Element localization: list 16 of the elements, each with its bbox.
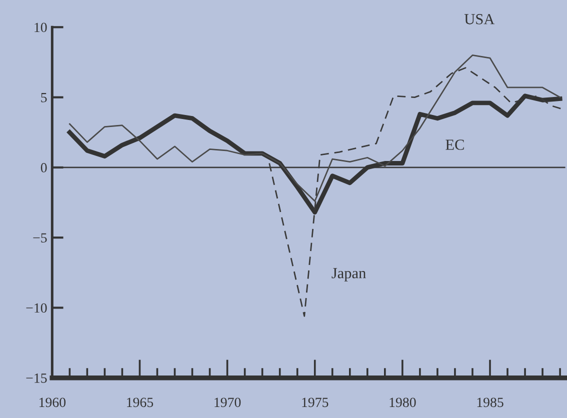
line-series [68,54,561,202]
text: USA [464,14,495,24]
x-tick-label: 1980 [390,398,416,408]
y-tick-label: −15 [26,374,47,383]
y-tick-label: 5 [41,93,47,102]
y-tick-label: −5 [33,233,47,243]
x-tick-label: 1970 [214,398,241,408]
x-tick-label: 1985 [477,398,504,408]
y-tick-label: 0 [40,163,47,172]
series-label: EC [446,140,464,150]
y-tick-label: −10 [26,303,47,313]
series-label: Japan [332,268,366,282]
x-tick-label: 1960 [39,398,66,408]
y-tick-label: 10 [34,22,47,32]
x-tick-label: 1975 [302,398,328,408]
x-tick-label: 1965 [127,398,154,408]
